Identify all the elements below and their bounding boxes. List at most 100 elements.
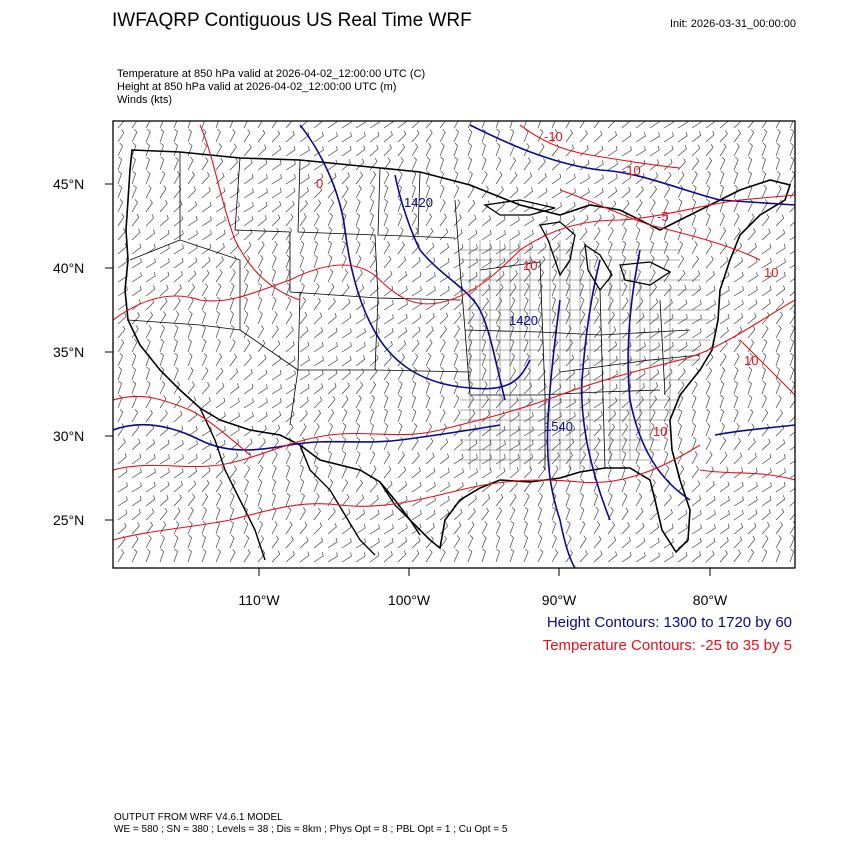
- wind-barb: [733, 366, 739, 381]
- wind-barb: [131, 468, 142, 479]
- wind-barb: [537, 382, 547, 395]
- wind-barb: [677, 171, 685, 185]
- wind-barb: [145, 199, 153, 213]
- wind-barb: [397, 466, 407, 479]
- wind-barb: [719, 121, 729, 129]
- height-contour-line: [394, 174, 506, 401]
- wind-barb: [593, 160, 604, 171]
- wind-barb: [383, 170, 390, 185]
- wind-barb: [663, 284, 672, 297]
- wind-barb: [201, 269, 210, 283]
- wind-barb: [509, 296, 516, 311]
- wind-barb: [117, 325, 126, 339]
- wind-barb: [551, 534, 557, 549]
- wind-barb: [621, 254, 626, 269]
- wind-barb: [733, 482, 744, 493]
- wind-barb: [537, 128, 544, 143]
- wind-barb: [607, 145, 618, 157]
- wind-barb: [467, 271, 478, 283]
- wind-barb: [509, 270, 518, 283]
- wind-barb: [369, 436, 375, 451]
- wind-barb: [495, 493, 504, 507]
- wind-barb: [607, 384, 618, 395]
- wind-barb: [523, 548, 529, 563]
- wind-barb: [481, 481, 492, 493]
- wind-barb: [761, 170, 767, 185]
- wind-barb: [201, 466, 211, 479]
- wind-barb: [341, 436, 346, 451]
- wind-barb: [719, 227, 727, 241]
- wind-barb: [523, 243, 534, 255]
- temperature-contour-line: [559, 189, 761, 261]
- wind-barb: [341, 450, 347, 465]
- wind-barb: [425, 129, 433, 143]
- wind-barb: [369, 121, 380, 129]
- temperature-contour-line: [739, 339, 795, 396]
- wind-barb: [257, 339, 266, 353]
- wind-barb: [285, 478, 290, 493]
- wind-barb: [747, 228, 756, 241]
- wind-barb: [145, 229, 156, 241]
- wind-barb: [299, 311, 308, 325]
- wind-barb: [719, 143, 727, 157]
- latitude-label: 25°N: [53, 512, 84, 528]
- wind-barb: [243, 241, 252, 255]
- wind-barb: [131, 338, 138, 353]
- wind-barb: [677, 408, 683, 423]
- wind-barb: [551, 549, 559, 563]
- wind-barb: [327, 199, 335, 213]
- wind-barb: [145, 121, 151, 129]
- wind-barb: [369, 299, 380, 311]
- wind-barb: [439, 228, 449, 241]
- wind-barb: [397, 170, 403, 185]
- wind-barb: [257, 354, 267, 367]
- wind-barb: [187, 480, 197, 493]
- wind-barb: [271, 478, 277, 493]
- wind-barb: [649, 523, 660, 535]
- wind-barb: [579, 550, 588, 563]
- wind-barb: [383, 354, 392, 367]
- wind-barb: [131, 325, 139, 339]
- wind-barb: [201, 172, 210, 185]
- wind-barb: [173, 171, 180, 185]
- longitude-label: 100°W: [388, 592, 431, 608]
- wind-barb: [411, 156, 417, 171]
- wind-barb: [397, 285, 408, 297]
- wind-barb: [663, 523, 674, 535]
- wind-barb: [523, 187, 534, 199]
- wind-barb: [313, 283, 320, 297]
- wind-barb: [229, 492, 235, 507]
- wind-barb: [677, 240, 683, 255]
- wind-barb: [397, 524, 408, 535]
- wind-barb: [439, 549, 446, 563]
- wind-barb: [747, 142, 753, 157]
- wind-barb: [691, 328, 702, 339]
- wind-barb: [383, 314, 394, 325]
- model-version: OUTPUT FROM WRF V4.6.1 MODEL: [114, 812, 283, 823]
- wind-barb: [663, 158, 673, 171]
- wind-barb: [257, 325, 265, 339]
- wind-barb: [159, 185, 167, 199]
- wind-barb: [145, 156, 150, 171]
- wind-barb: [621, 146, 632, 157]
- wind-barb: [593, 325, 602, 339]
- wind-barb: [481, 324, 487, 339]
- wind-barb: [607, 174, 618, 185]
- wind-barb: [327, 436, 333, 451]
- wind-barb: [439, 213, 447, 227]
- wind-barb: [481, 215, 492, 227]
- wind-barb: [649, 382, 659, 395]
- wind-barb: [299, 341, 310, 353]
- wind-barb: [789, 352, 794, 367]
- wind-barb: [257, 296, 263, 311]
- wind-barb: [691, 212, 696, 227]
- wind-barb: [509, 310, 515, 325]
- us-outline: [124, 149, 792, 554]
- wind-barb: [285, 268, 290, 283]
- wind-barb: [719, 536, 729, 549]
- temperature-description: Temperature at 850 hPa valid at 2026-04-…: [117, 68, 426, 80]
- wind-barb: [621, 507, 629, 521]
- wind-barb: [313, 423, 320, 437]
- wind-barb: [327, 132, 338, 143]
- wind-barb: [621, 522, 630, 535]
